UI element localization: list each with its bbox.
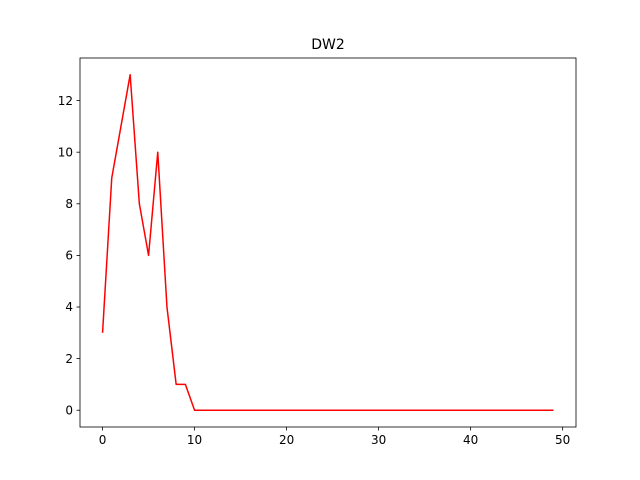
y-tick-label-0: 0: [65, 403, 73, 417]
x-tick-label-10: 10: [187, 433, 202, 447]
y-tick-label-2: 2: [65, 352, 73, 366]
y-tick-label-8: 8: [65, 197, 73, 211]
series-line-0: [101, 74, 554, 411]
x-tick-label-20: 20: [279, 433, 294, 447]
y-tick-label-4: 4: [65, 300, 73, 314]
x-tick-label-50: 50: [555, 433, 570, 447]
y-tick-label-12: 12: [58, 94, 73, 108]
y-tick-label-6: 6: [65, 249, 73, 263]
x-tick-label-40: 40: [463, 433, 478, 447]
chart-title: DW2: [311, 37, 345, 53]
plot-frame: [79, 57, 577, 428]
x-tick-label-30: 30: [371, 433, 386, 447]
x-tick-label-0: 0: [99, 433, 107, 447]
y-tick-label-10: 10: [58, 145, 73, 159]
plot-area: 0 10 20 30 40 50 0 2 4 6 8 10 12: [58, 57, 577, 447]
